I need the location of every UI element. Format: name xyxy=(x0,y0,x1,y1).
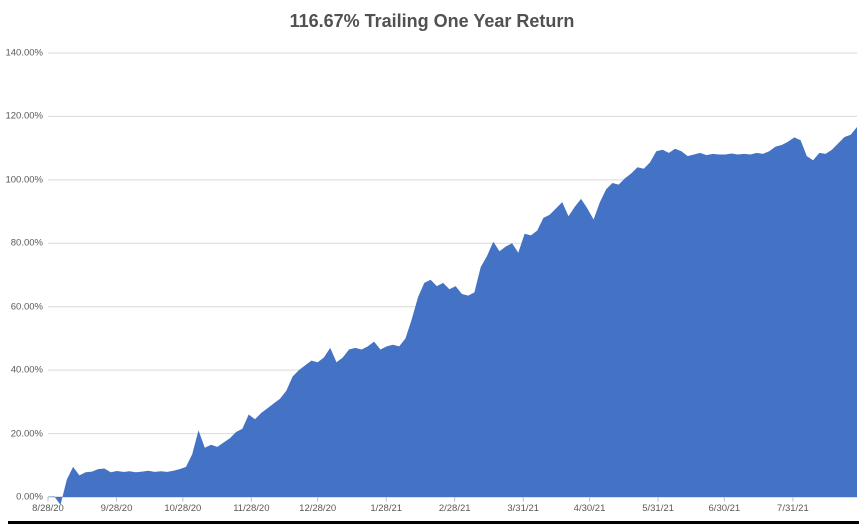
y-axis-label-60.00%: 60.00% xyxy=(10,301,43,313)
y-axis-label-80.00%: 80.00% xyxy=(10,237,43,249)
x-axis-label-6/30/21: 6/30/21 xyxy=(708,503,741,514)
x-axis-label-9/28/20: 9/28/20 xyxy=(100,503,133,514)
chart-title: 116.67% Trailing One Year Return xyxy=(289,11,575,31)
x-axis-label-8/28/20: 8/28/20 xyxy=(32,503,64,514)
x-axis-label-1/28/21: 1/28/21 xyxy=(370,503,403,514)
x-axis-label-5/31/21: 5/31/21 xyxy=(642,503,674,514)
x-axis-label-3/31/21: 3/31/21 xyxy=(507,503,540,514)
x-axis-label-12/28/20: 12/28/20 xyxy=(299,503,337,514)
x-axis-label-4/30/21: 4/30/21 xyxy=(573,503,606,514)
bottom-window-edge xyxy=(8,521,859,524)
trailing-return-area-series xyxy=(48,127,857,505)
x-axis-label-11/28/20: 11/28/20 xyxy=(233,503,270,514)
y-axis-label-40.00%: 40.00% xyxy=(10,364,43,376)
y-axis-label-20.00%: 20.00% xyxy=(10,428,43,440)
x-axis-label-10/28/20: 10/28/20 xyxy=(164,503,202,514)
y-axis-label-120.00%: 120.00% xyxy=(5,110,43,122)
x-axis-label-2/28/21: 2/28/21 xyxy=(438,503,471,514)
x-axis-label-7/31/21: 7/31/21 xyxy=(777,503,809,514)
y-axis-label-0.00%: 0.00% xyxy=(16,491,43,503)
y-axis-label-140.00%: 140.00% xyxy=(5,47,43,59)
y-axis-label-100.00%: 100.00% xyxy=(5,174,43,186)
